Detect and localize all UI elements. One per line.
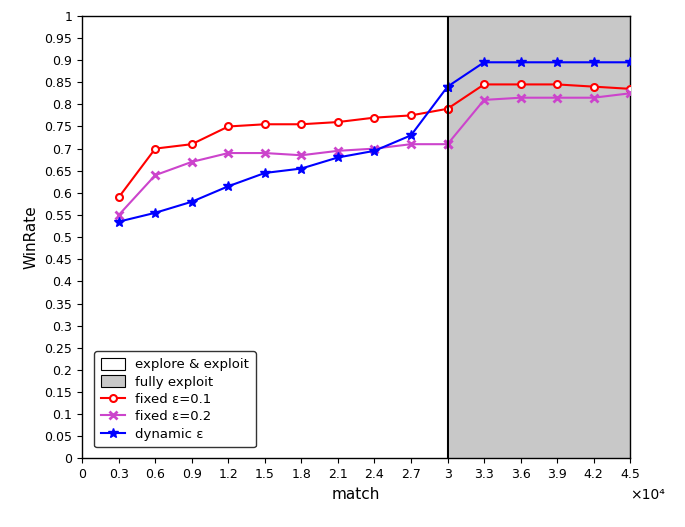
Text: ×10⁴: ×10⁴	[630, 489, 665, 502]
Y-axis label: WinRate: WinRate	[24, 206, 39, 269]
X-axis label: match: match	[332, 487, 380, 502]
Legend: explore & exploit, fully exploit, fixed ε=0.1, fixed ε=0.2, dynamic ε: explore & exploit, fully exploit, fixed …	[95, 352, 256, 447]
Bar	[447, 16, 630, 458]
Bar	[82, 16, 447, 458]
